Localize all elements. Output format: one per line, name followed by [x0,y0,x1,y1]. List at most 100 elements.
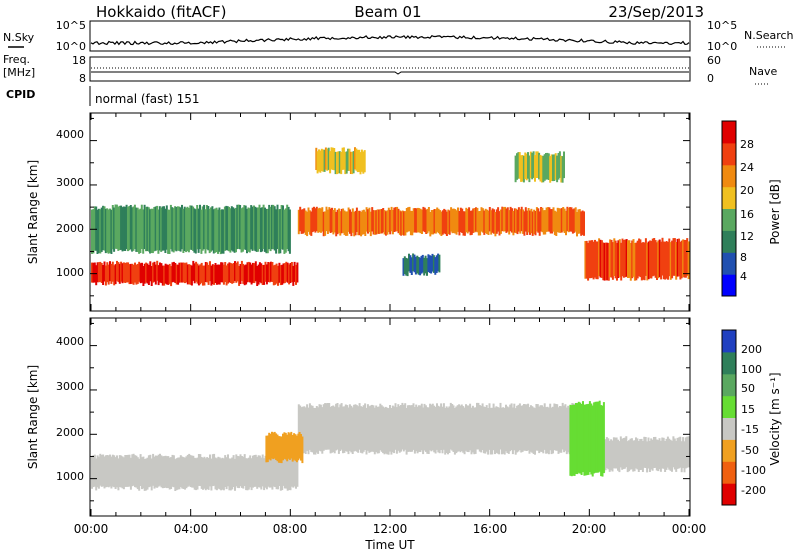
power-plot-cell-4-15 [423,257,426,276]
power-plot-cell-0-133 [275,263,278,284]
velocity-plot-cell-0-13 [109,454,111,487]
power-plot-cell-2-50 [653,238,656,276]
velocity-plot-cell-1-96 [430,404,433,452]
power-plot-cell-0-137 [281,264,284,285]
power-plot-cell-2-27 [621,238,624,277]
power-colorbar-swatch-6 [722,142,736,166]
power-plot-cell-3-36 [140,204,143,249]
power-plot-cell-4-5 [409,255,412,273]
velocity-plot-cell-1-101 [437,405,440,453]
velocity-plot-cell-1-177 [542,406,545,454]
power-plot-cell-6-29 [554,153,557,180]
velocity-plot-cell-0-133 [275,457,278,490]
power-plot-cell-5-12 [331,147,334,170]
velocity-plot-cell-1-58 [377,406,380,454]
velocity-plot-cell-1-194 [565,407,568,455]
power-plot-cell-0-3 [95,265,98,286]
power-plot-cell-1-197 [570,207,573,232]
velocity-plot-cell-0-3 [95,458,98,491]
power-plot-cell-3-86 [210,207,212,252]
noise-left-tick-bottom: 10^0 [56,40,86,53]
power-plot-cell-1-187 [556,207,559,233]
power-plot-cell-4-8 [413,254,416,273]
velocity-plot-cell-0-27 [128,454,131,487]
power-plot-cell-2-1 [585,240,588,279]
power-plot-cell-0-80 [202,265,204,286]
velocity-plot-cell-2-66 [668,438,671,470]
velocity-plot-cell-1-30 [339,404,342,451]
velocity-plot-cell-0-31 [134,455,136,488]
power-plot-cell-2-56 [661,237,664,276]
power-plot-cell-3-82 [204,209,207,254]
velocity-plot-cell-2-31 [619,436,622,468]
power-plot-cell-2-8 [595,241,598,280]
power-plot-cell-3-123 [261,207,264,252]
power-plot-cell-1-57 [376,209,379,234]
power-plot-cell-0-91 [217,264,220,285]
velocity-plot-cell-2-49 [644,437,647,468]
velocity-plot-cell-1-182 [549,403,552,451]
velocity-plot-cell-1-131 [478,405,481,452]
power-plot-cell-0-132 [274,264,277,285]
power-plot-cell-0-100 [229,263,232,283]
velocity-plot-cell-2-64 [665,438,668,470]
power-plot-cell-1-26 [333,208,336,233]
velocity-plot-cell-2-58 [657,440,660,472]
power-plot-cell-0-101 [231,263,234,284]
power-plot-cell-1-201 [576,212,578,237]
velocity-plot-cell-4-26 [301,436,304,464]
power-plot-cell-0-120 [257,264,260,285]
power-plot-cell-2-60 [667,242,669,280]
power-plot-cell-1-169 [531,211,534,236]
power-plot-cell-2-72 [683,239,686,278]
power-plot-cell-3-122 [259,207,262,253]
velocity-plot-cell-1-60 [380,405,383,452]
velocity-plot-cell-1-53 [371,404,373,452]
power-plot-cell-0-114 [249,262,252,283]
velocity-plot-cell-0-37 [142,456,145,489]
power-plot-cell-3-8 [102,205,105,251]
power-plot-cell-2-12 [600,240,603,278]
power-plot-cell-6-35 [563,151,565,179]
velocity-plot-cell-4-7 [275,433,278,460]
velocity-plot-cell-1-143 [495,406,498,453]
power-plot-cell-5-14 [334,151,337,175]
power-plot-cell-1-77 [404,211,407,236]
power-plot-cell-2-16 [606,242,609,281]
velocity-plot-cell-1-18 [322,404,325,451]
velocity-plot-cell-0-2 [93,454,96,487]
power-plot-cell-0-31 [134,262,136,283]
power-plot-cell-5-32 [359,152,362,175]
power-plot-cell-2-35 [632,239,635,277]
velocity-plot-cell-0-10 [104,455,107,488]
power-plot-cell-0-116 [252,262,254,283]
power-plot-cell-0-0 [91,262,93,283]
power-plot-cell-1-2 [300,209,303,234]
velocity-plot-cell-1-64 [386,407,389,455]
velocity-plot-cell-2-29 [617,439,619,471]
velocity-plot-cell-0-92 [218,457,221,490]
power-plot-cell-6-22 [545,153,547,180]
power-plot-cell-0-123 [261,265,264,285]
power-plot-cell-1-82 [411,210,414,236]
power-plot-cell-3-105 [236,204,239,250]
power-plot-cell-6-19 [540,155,543,183]
velocity-plot-cell-1-74 [400,405,402,452]
velocity-plot-cell-0-115 [250,458,253,491]
velocity-plot-cell-2-71 [675,440,678,472]
power-plot-cell-0-90 [215,264,218,285]
power-plot-cell-4-7 [412,253,415,272]
velocity-plot-cell-2-48 [643,436,646,468]
power-plot-cell-3-79 [200,209,203,254]
power-plot-cell-3-39 [145,206,147,252]
power-plot-cell-5-10 [329,151,332,174]
power-plot-cell-2-4 [589,240,592,279]
velocity-plot-cell-0-35 [139,454,142,486]
power-plot-cell-2-34 [631,240,634,279]
velocity-colorbar [721,329,737,506]
power-plot-cell-6-4 [520,155,523,182]
velocity-plot-cell-1-10 [311,405,314,453]
power-plot-cell-1-154 [511,208,513,233]
power-plot-cell-1-158 [516,209,519,235]
power-plot-cell-0-20 [118,263,121,284]
